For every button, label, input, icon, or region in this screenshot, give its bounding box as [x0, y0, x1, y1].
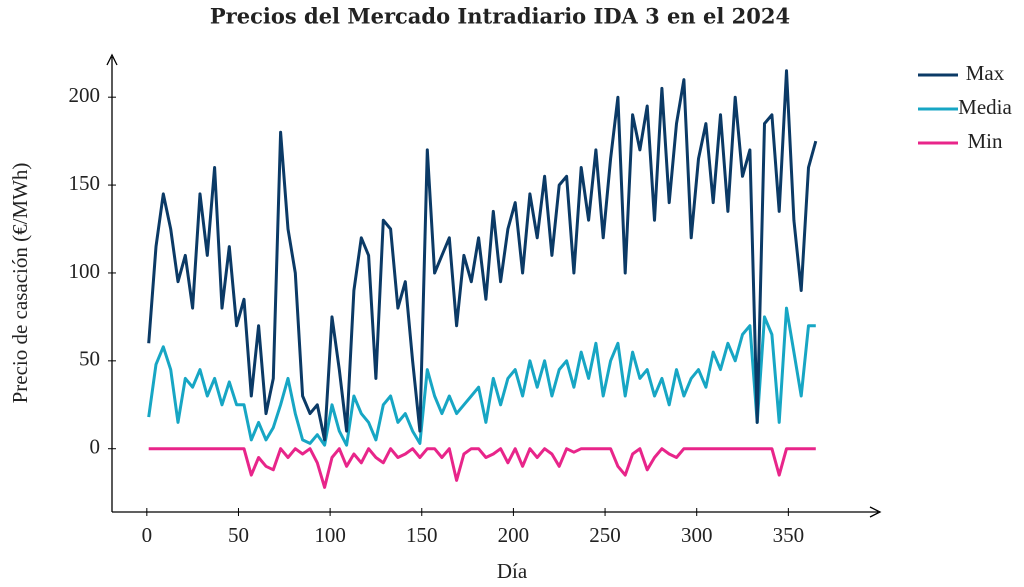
- y-tick-label: 150: [69, 171, 101, 195]
- x-tick-label: 250: [589, 523, 621, 547]
- chart-title: Precios del Mercado Intradiario IDA 3 en…: [210, 4, 790, 29]
- legend-label: Max: [966, 61, 1005, 85]
- x-tick-label: 0: [142, 523, 153, 547]
- y-arrow: [106, 53, 118, 66]
- x-tick-label: 300: [681, 523, 713, 547]
- y-tick-label: 200: [69, 83, 101, 107]
- legend-label: Min: [967, 129, 1003, 153]
- y-tick-label: 100: [69, 259, 101, 283]
- x-axis-label: Día: [497, 559, 528, 583]
- legend-label: Media: [958, 95, 1012, 119]
- series-line: [147, 306, 816, 447]
- x-tick-label: 100: [314, 523, 346, 547]
- series-line: [147, 69, 818, 442]
- y-tick-label: 0: [90, 435, 101, 459]
- series-line: [148, 447, 816, 489]
- y-axis-label: Precio de casación (€/MWh): [8, 163, 32, 404]
- y-tick-label: 50: [79, 347, 100, 371]
- axes: [106, 53, 882, 518]
- x-tick-label: 150: [406, 523, 438, 547]
- x-arrow: [869, 506, 882, 518]
- x-tick-label: 350: [773, 523, 805, 547]
- x-tick-label: 50: [228, 523, 249, 547]
- x-tick-label: 200: [498, 523, 530, 547]
